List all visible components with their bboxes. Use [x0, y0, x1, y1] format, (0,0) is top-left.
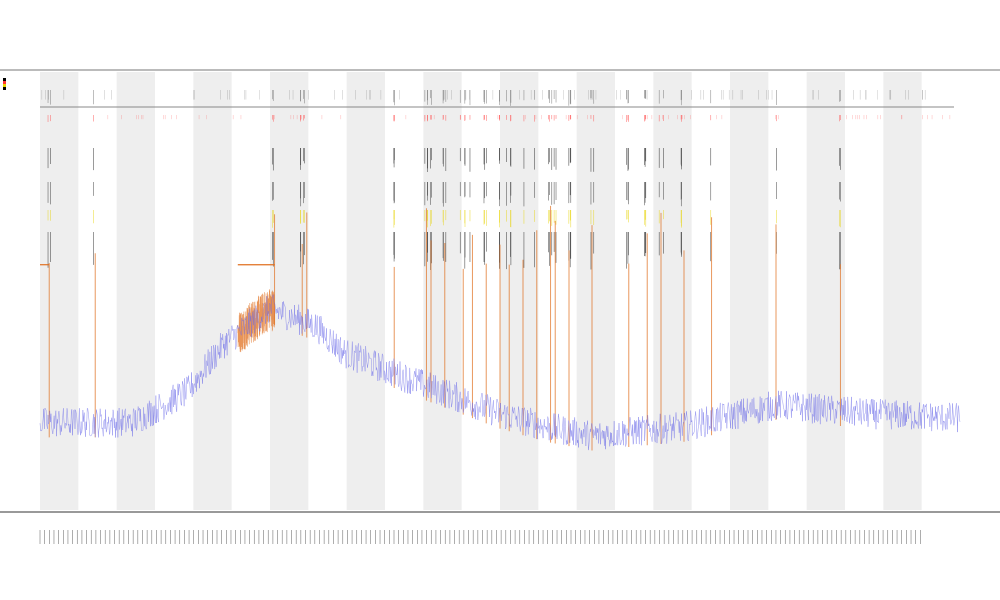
- background-band: [346, 72, 385, 510]
- background-band: [116, 72, 155, 510]
- background-band: [40, 72, 79, 510]
- signal-line: [39, 294, 961, 451]
- legend-swatch: [3, 87, 6, 90]
- background-band: [883, 72, 922, 510]
- background-band: [730, 72, 769, 510]
- background-band: [653, 72, 692, 510]
- legend-entry: [3, 87, 8, 90]
- background-band: [806, 72, 845, 510]
- legend-entry: [3, 78, 8, 81]
- background-band: [423, 72, 462, 510]
- background-band: [193, 72, 232, 510]
- legend-entry: [3, 84, 8, 87]
- legend-swatch: [3, 84, 6, 87]
- legend-swatch: [3, 78, 6, 81]
- chart-legend: [3, 78, 8, 90]
- background-band: [576, 72, 615, 510]
- background-band: [500, 72, 539, 510]
- legend-swatch: [3, 81, 6, 84]
- legend-entry: [3, 81, 8, 84]
